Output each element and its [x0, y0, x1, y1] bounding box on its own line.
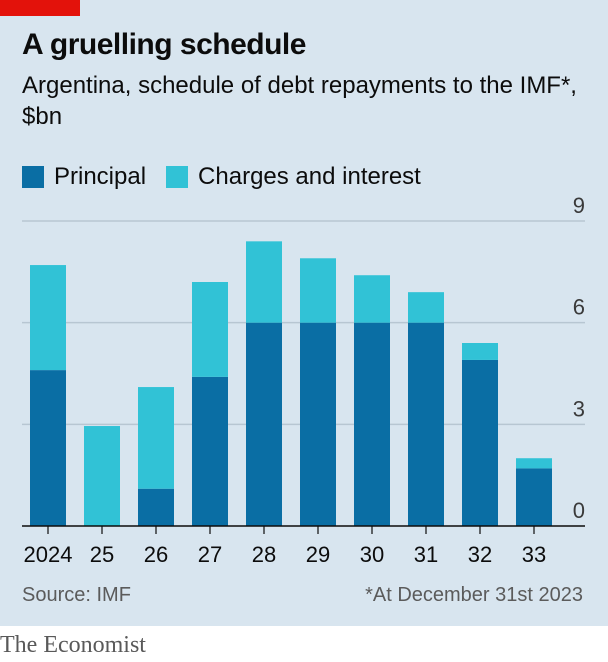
x-tick-label: 32 — [468, 542, 492, 567]
legend-swatch-charges — [166, 166, 189, 188]
bar-charges-25 — [84, 426, 120, 526]
bar-principal-27 — [192, 376, 228, 526]
legend: Principal Charges and interest — [22, 162, 441, 192]
bar-principal-31 — [408, 322, 444, 526]
x-tick-label: 29 — [306, 542, 330, 567]
bar-charges-27 — [192, 282, 228, 377]
y-tick-label: 0 — [573, 498, 585, 523]
bar-charges-32 — [462, 343, 498, 360]
y-tick-label: 6 — [573, 295, 585, 320]
bar-chart: 0 3 6 9 2024 25 26 27 28 29 30 31 32 33 — [22, 195, 585, 567]
bar-charges-28 — [246, 241, 282, 323]
y-tick-label: 3 — [573, 396, 585, 421]
bar-charges-33 — [516, 458, 552, 469]
legend-swatch-principal — [22, 166, 44, 188]
x-tick-label: 28 — [252, 542, 276, 567]
x-tick-label: 30 — [360, 542, 384, 567]
bar-principal-28 — [246, 322, 282, 526]
brand-red-bar — [0, 0, 80, 16]
bar-principal-30 — [354, 322, 390, 526]
bar-principal-26 — [138, 488, 174, 526]
bar-principal-29 — [300, 322, 336, 526]
chart-subtitle: Argentina, schedule of debt repayments t… — [22, 72, 577, 130]
x-tick-label: 2024 — [24, 542, 73, 567]
x-tick-label: 27 — [198, 542, 222, 567]
bar-charges-2024 — [30, 265, 66, 371]
publisher-logo: The Economist — [0, 632, 146, 658]
footnote: *At December 31st 2023 — [365, 584, 583, 606]
legend-label-principal: Principal — [54, 163, 147, 190]
legend-item-principal: Principal — [22, 163, 146, 191]
y-tick-label: 9 — [573, 195, 585, 218]
bar-charges-30 — [354, 275, 390, 323]
chart-title: A gruelling schedule — [22, 28, 306, 61]
bar-charges-29 — [300, 258, 336, 323]
bar-principal-33 — [516, 468, 552, 526]
source-note: Source: IMF — [22, 584, 131, 606]
x-tick-label: 31 — [414, 542, 438, 567]
x-tick-label: 26 — [144, 542, 168, 567]
legend-item-charges: Charges and interest — [166, 163, 421, 191]
bar-charges-26 — [138, 387, 174, 489]
legend-label-charges: Charges and interest — [198, 163, 421, 190]
bar-principal-2024 — [30, 370, 66, 526]
x-tick-label: 25 — [90, 542, 114, 567]
bar-charges-31 — [408, 292, 444, 323]
x-tick-label: 33 — [522, 542, 546, 567]
bar-principal-32 — [462, 359, 498, 526]
